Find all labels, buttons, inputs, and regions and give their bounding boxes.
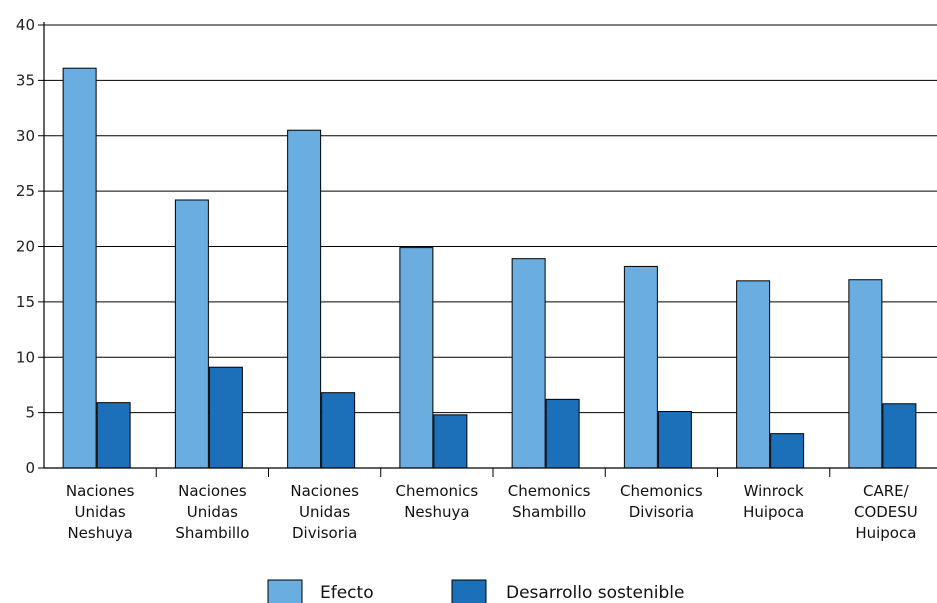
y-tick-label: 20 [16, 238, 35, 256]
x-category-label: Unidas [299, 503, 350, 521]
y-tick-label: 40 [16, 16, 35, 34]
x-category-label: Divisoria [629, 503, 694, 521]
x-category-label: Naciones [290, 482, 359, 500]
x-category-label: Naciones [66, 482, 135, 500]
legend-swatch [267, 579, 303, 603]
x-category-label: Huipoca [855, 524, 916, 542]
bar-efecto [623, 265, 658, 469]
x-category-label: Neshuya [404, 503, 469, 521]
y-tick-label: 25 [16, 182, 35, 200]
x-category-label: Shambillo [175, 524, 249, 542]
y-axis-ticks: 0 5 10 15 20 25 30 35 40 [16, 16, 44, 477]
bar-desarrollo-sostenible [96, 402, 131, 469]
legend-label: Desarrollo sostenible [506, 583, 685, 603]
y-tick-label: 15 [16, 293, 35, 311]
bar-efecto [62, 67, 97, 469]
bar-desarrollo-sostenible [770, 433, 805, 469]
bar-efecto [399, 247, 434, 469]
legend-label: Efecto [320, 583, 374, 603]
x-category-label: Unidas [75, 503, 126, 521]
x-category-label: Shambillo [512, 503, 586, 521]
y-tick-label: 35 [16, 71, 35, 89]
x-category-label: Chemonics [396, 482, 479, 500]
x-category-label: CARE/ [863, 482, 910, 500]
y-tick-label: 30 [16, 127, 35, 145]
bar-efecto [736, 280, 771, 469]
bar-efecto [848, 279, 883, 469]
x-axis-labels: Naciones Unidas Neshuya Naciones Unidas Shamb… [66, 482, 918, 542]
bar-desarrollo-sostenible [321, 392, 356, 469]
bar-efecto [174, 199, 209, 469]
bar-desarrollo-sostenible [545, 398, 580, 469]
x-category-label: Neshuya [67, 524, 132, 542]
x-category-label: Winrock [744, 482, 804, 500]
y-tick-label: 0 [25, 459, 35, 477]
y-tick-label: 5 [25, 404, 35, 422]
bar-desarrollo-sostenible [882, 403, 917, 469]
bar-desarrollo-sostenible [657, 411, 692, 469]
x-category-label: Unidas [187, 503, 238, 521]
x-category-label: Huipoca [743, 503, 804, 521]
legend-swatch [451, 579, 487, 603]
x-category-label: Chemonics [508, 482, 591, 500]
x-category-label: Naciones [178, 482, 247, 500]
bars [62, 67, 917, 469]
bar-desarrollo-sostenible [433, 414, 468, 469]
y-tick-label: 10 [16, 348, 35, 366]
axes [43, 22, 937, 477]
x-category-label: CODESU [854, 503, 918, 521]
x-category-label: Divisoria [292, 524, 357, 542]
bar-efecto [511, 258, 546, 469]
bar-efecto [287, 129, 322, 469]
bar-desarrollo-sostenible [208, 366, 243, 469]
legend: Efecto Desarrollo sostenible [267, 579, 685, 603]
x-category-label: Chemonics [620, 482, 703, 500]
